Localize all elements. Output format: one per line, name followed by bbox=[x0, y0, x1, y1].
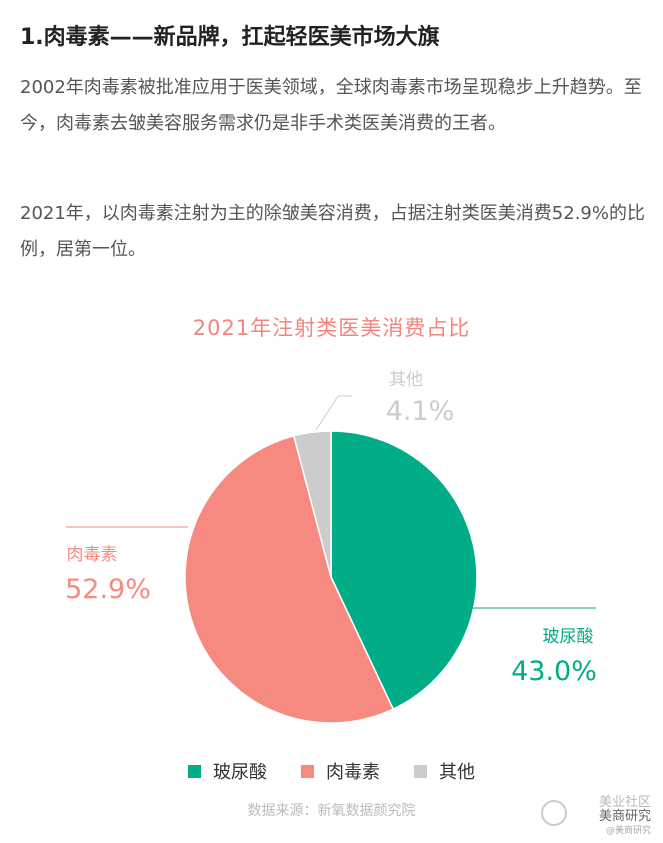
slice-value-botox: 52.9% bbox=[65, 574, 151, 605]
legend-item-other: 其他 bbox=[414, 758, 475, 784]
legend-swatch-botox bbox=[301, 764, 314, 778]
legend-swatch-hyaluronic bbox=[188, 764, 201, 778]
watermark: 美业社区 美商研究 @美商研究 bbox=[599, 796, 651, 838]
watermark-line3: @美商研究 bbox=[605, 826, 651, 836]
chart-legend: 玻尿酸 肉毒素 其他 bbox=[0, 758, 663, 784]
section-heading: 1.肉毒素——新品牌，扛起轻医美市场大旗 bbox=[20, 25, 440, 50]
legend-item-hyaluronic: 玻尿酸 bbox=[188, 758, 267, 784]
intro-paragraph: 2002年肉毒素被批准应用于医美领域，全球肉毒素市场呈现稳步上升趋势。至今，肉毒… bbox=[20, 77, 642, 134]
watermark-line1: 美业社区 bbox=[598, 795, 651, 810]
stat-paragraph: 2021年，以肉毒素注射为主的除皱美容消费，占据注射类医美消费52.9%的比例，… bbox=[20, 203, 645, 260]
chart-title: 2021年注射类医美消费占比 bbox=[192, 316, 471, 340]
legend-label-other: 其他 bbox=[439, 762, 475, 783]
slice-value-other: 4.1% bbox=[386, 396, 455, 427]
data-source: 数据来源：新氧数据颜究院 bbox=[247, 803, 416, 819]
pie-slice-botox bbox=[184, 434, 395, 724]
legend-label-hyaluronic: 玻尿酸 bbox=[213, 762, 267, 783]
slice-value-hyaluronic: 43.0% bbox=[511, 656, 597, 687]
pie-slice-hyaluronic bbox=[330, 430, 478, 711]
watermark-line2: 美商研究 bbox=[598, 809, 651, 824]
leader-line-other bbox=[315, 395, 352, 431]
legend-swatch-other bbox=[414, 764, 427, 778]
legend-label-botox: 肉毒素 bbox=[326, 762, 380, 783]
wechat-logo-icon bbox=[541, 800, 567, 826]
legend-item-botox: 肉毒素 bbox=[301, 758, 380, 784]
slice-name-other: 其他 bbox=[389, 370, 423, 390]
pie-slice-other bbox=[292, 430, 332, 578]
slice-name-botox: 肉毒素 bbox=[67, 545, 118, 565]
slice-name-hyaluronic: 玻尿酸 bbox=[543, 627, 594, 647]
